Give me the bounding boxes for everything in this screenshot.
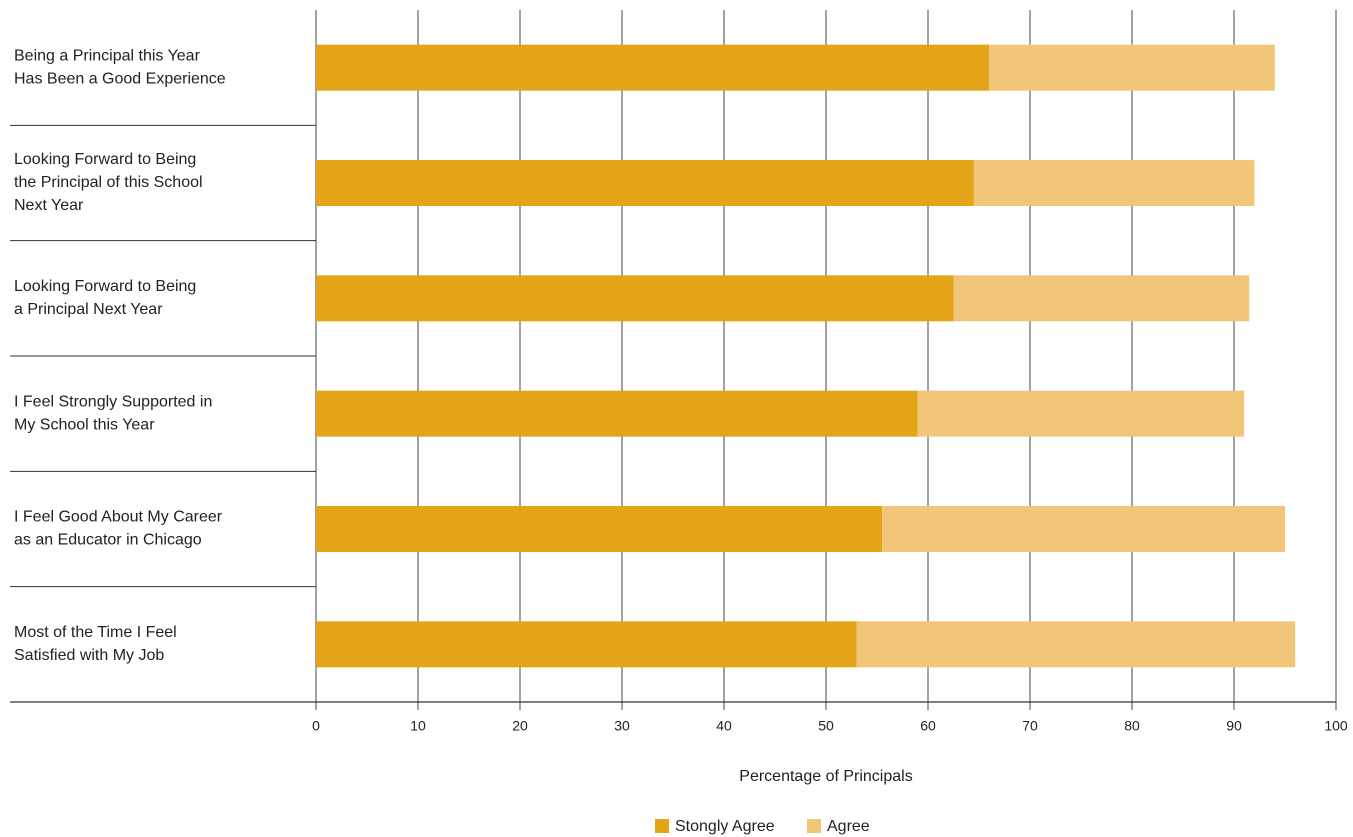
- y-tick-label: Satisfied with My Job: [14, 647, 164, 664]
- bar-segment: [917, 390, 1245, 437]
- bar-segment: [989, 44, 1275, 91]
- x-tick-label: 40: [716, 718, 732, 734]
- bar-segment: [856, 621, 1296, 668]
- bar-segment: [316, 275, 954, 322]
- x-tick-label: 80: [1124, 718, 1140, 734]
- x-tick-label: 90: [1226, 718, 1242, 734]
- bar-segment: [973, 160, 1255, 206]
- x-tick-label: 50: [818, 718, 834, 734]
- y-tick-label: Being a Principal this Year: [14, 47, 201, 64]
- x-tick-label: 10: [410, 718, 426, 734]
- x-tick-label: 0: [312, 718, 320, 734]
- x-tick-label: 60: [920, 718, 936, 734]
- y-tick-label: Has Been a Good Experience: [14, 70, 226, 87]
- x-tick-label: 70: [1022, 718, 1038, 734]
- legend-label: Agree: [827, 818, 870, 835]
- legend-label: Stongly Agree: [675, 818, 775, 835]
- bar-segment: [316, 390, 918, 437]
- x-tick-label: 100: [1324, 718, 1348, 734]
- y-tick-label: Looking Forward to Being: [14, 151, 196, 168]
- y-tick-label: Next Year: [14, 197, 84, 214]
- bar-segment: [316, 621, 857, 668]
- y-tick-label: I Feel Strongly Supported in: [14, 393, 212, 410]
- legend-swatch: [807, 819, 821, 833]
- y-tick-label: the Principal of this School: [14, 174, 203, 191]
- x-tick-label: 20: [512, 718, 528, 734]
- x-axis-label: Percentage of Principals: [739, 768, 912, 785]
- y-tick-label: Most of the Time I Feel: [14, 624, 177, 641]
- bar-segment: [953, 275, 1250, 322]
- x-tick-label: 30: [614, 718, 630, 734]
- y-tick-label: as an Educator in Chicago: [14, 532, 202, 549]
- bar-segment: [882, 506, 1285, 552]
- bar-segment: [316, 160, 974, 206]
- bar-segment: [316, 506, 883, 552]
- y-tick-label: a Principal Next Year: [14, 301, 163, 318]
- y-tick-label: I Feel Good About My Career: [14, 509, 223, 526]
- y-tick-label: Looking Forward to Being: [14, 278, 196, 295]
- y-tick-label: My School this Year: [14, 416, 155, 433]
- bar-segment: [316, 44, 990, 91]
- legend-swatch: [655, 819, 669, 833]
